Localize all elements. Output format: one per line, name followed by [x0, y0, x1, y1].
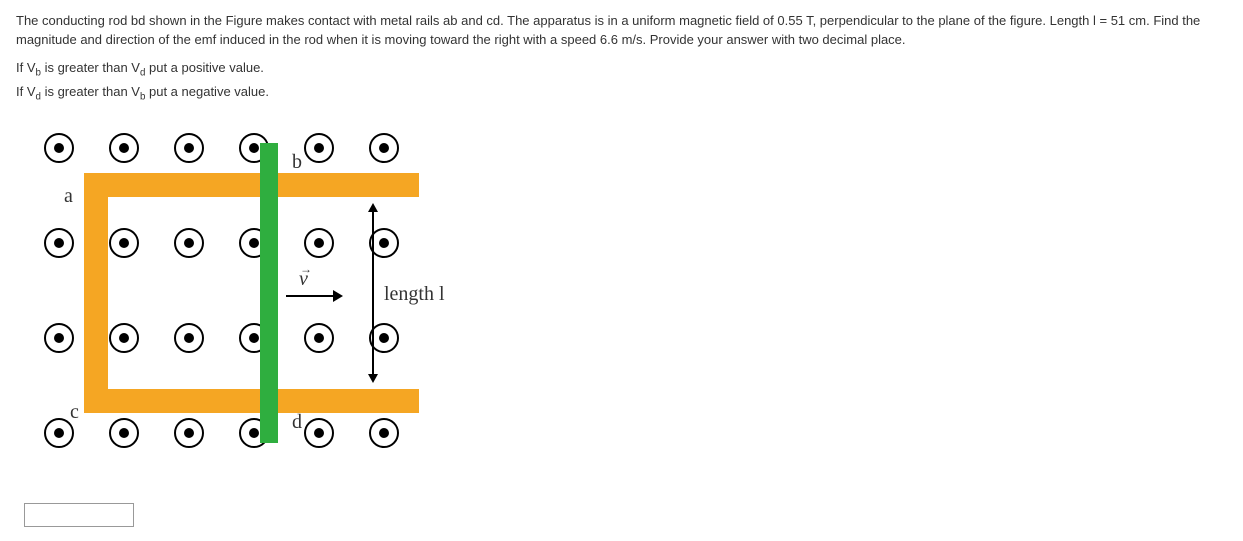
field-out-dot-icon — [304, 418, 334, 448]
answer-input[interactable] — [24, 503, 134, 527]
field-out-dot-icon — [109, 228, 139, 258]
problem-statement: The conducting rod bd shown in the Figur… — [16, 12, 1227, 50]
field-out-dot-icon — [304, 228, 334, 258]
length-bracket-icon — [372, 211, 374, 375]
sign-rule-positive: If Vb is greater than Vd put a positive … — [16, 60, 1227, 79]
rule2-mid: is greater than V — [41, 84, 140, 99]
sign-rule-negative: If Vd is greater than Vb put a negative … — [16, 84, 1227, 103]
field-out-dot-icon — [109, 133, 139, 163]
rule1-post: put a positive value. — [145, 60, 264, 75]
field-out-dot-icon — [109, 418, 139, 448]
rail-ab — [84, 173, 419, 197]
rail-ac — [84, 173, 108, 413]
rule2-post: put a negative value. — [145, 84, 269, 99]
label-c: c — [70, 401, 79, 424]
field-out-dot-icon — [44, 133, 74, 163]
field-out-dot-icon — [369, 133, 399, 163]
length-label: length l — [384, 283, 445, 306]
velocity-arrow-icon — [286, 295, 341, 297]
velocity-label: → v — [299, 268, 308, 291]
field-out-dot-icon — [174, 133, 204, 163]
figure-diagram: a b c d → v length l — [24, 133, 444, 473]
moving-rod-bd — [260, 143, 278, 443]
rule1-mid: is greater than V — [41, 60, 140, 75]
label-a: a — [64, 185, 73, 208]
vector-arrow-glyph: → — [300, 262, 312, 277]
field-out-dot-icon — [109, 323, 139, 353]
rail-cd — [84, 389, 419, 413]
field-out-dot-icon — [174, 323, 204, 353]
field-out-dot-icon — [304, 323, 334, 353]
rule1-pre: If V — [16, 60, 36, 75]
field-out-dot-icon — [174, 228, 204, 258]
field-out-dot-icon — [174, 418, 204, 448]
label-b: b — [292, 151, 302, 174]
rule2-pre: If V — [16, 84, 36, 99]
field-out-dot-icon — [304, 133, 334, 163]
label-d: d — [292, 411, 302, 434]
field-out-dot-icon — [369, 418, 399, 448]
field-out-dot-icon — [44, 323, 74, 353]
field-out-dot-icon — [44, 228, 74, 258]
